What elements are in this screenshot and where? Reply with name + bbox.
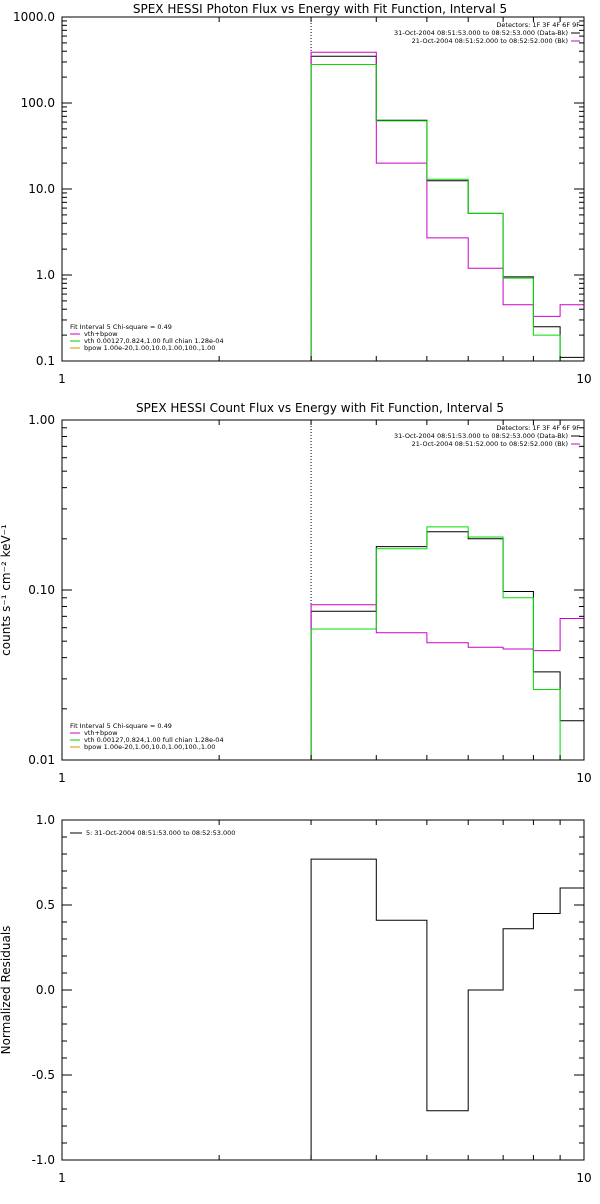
- residuals-y-ticks: [62, 819, 584, 1161]
- residuals-x-tick-label: 1: [58, 1171, 66, 1185]
- count-flux-legend-top-line: Detectors: 1F 3F 4F 6F 9F: [496, 424, 580, 432]
- residuals-y-tick-label: 0.5: [36, 898, 55, 912]
- photon-flux-legend-fit-line: Fit Interval 5 Chi-square = 0.49: [70, 323, 172, 331]
- photon-flux-legend-fit-line: bpow 1.00e-20,1.00,10.0,1.00,100.,1.00: [84, 344, 215, 352]
- photon-flux-series-2: [310, 64, 584, 361]
- count-flux-y-tick-label: 1.00: [28, 413, 55, 427]
- count-flux-series-2: [310, 526, 584, 760]
- residuals-y-tick-label: -0.5: [32, 1068, 55, 1082]
- photon-flux-x-ticks: [61, 17, 585, 361]
- count-flux-legend-fit-line: vth+bpow: [84, 729, 118, 737]
- residuals-x-tick-label: 10: [576, 1171, 591, 1185]
- photon-flux-x-tick-label: 1: [58, 372, 66, 386]
- photon-flux-legend-fit-line: vth 0.00127,0.824,1.00 full chian 1.28e-…: [84, 337, 224, 345]
- photon-flux-y-tick-label: 1.0: [36, 268, 55, 282]
- count-flux-x-tick-label: 10: [576, 771, 591, 785]
- count-flux-legend-fit-line: Fit Interval 5 Chi-square = 0.49: [70, 722, 172, 730]
- photon-flux-series-group: [310, 17, 584, 361]
- residuals-y-axis-label: Normalized Residuals: [0, 926, 13, 1055]
- count-flux-legend-top-line: 21-Oct-2004 08:51:52.000 to 08:52:52.000…: [412, 440, 568, 448]
- photon-flux-title: SPEX HESSI Photon Flux vs Energy with Fi…: [133, 2, 507, 16]
- residuals-series-0: [310, 858, 584, 1160]
- photon-flux-series-0: [310, 55, 584, 361]
- photon-flux-panel: SPEX HESSI Photon Flux vs Energy with Fi…: [13, 2, 592, 386]
- count-flux-legend-fit-line: vth 0.00127,0.824,1.00 full chian 1.28e-…: [84, 736, 224, 744]
- count-flux-title: SPEX HESSI Count Flux vs Energy with Fit…: [136, 401, 504, 415]
- count-flux-panel: SPEX HESSI Count Flux vs Energy with Fit…: [0, 401, 592, 785]
- count-flux-legend-top-line: 31-Oct-2004 08:51:53.000 to 08:52:53.000…: [394, 432, 568, 440]
- residuals-legend-line: 5: 31-Oct-2004 08:51:53.000 to 08:52:53.…: [86, 829, 235, 837]
- residuals-y-tick-label: 1.0: [36, 813, 55, 827]
- residuals-axes-frame: [61, 819, 585, 1161]
- photon-flux-axes-frame: [61, 16, 585, 362]
- count-flux-series-group: [310, 420, 584, 760]
- photon-flux-series-1: [310, 51, 584, 361]
- photon-flux-y-tick-label: 1000.0: [13, 10, 55, 24]
- photon-flux-x-tick-label: 10: [576, 372, 591, 386]
- photon-flux-y-tick-label: 0.1: [36, 354, 55, 368]
- photon-flux-y-tick-label: 100.0: [21, 96, 55, 110]
- count-flux-axes-frame: [61, 419, 585, 761]
- photon-flux-legend-top-line: Detectors: 1F 3F 4F 6F 9F: [496, 21, 580, 29]
- residuals-y-tick-label: 0.0: [36, 983, 55, 997]
- count-flux-y-axis-label: counts s⁻¹ cm⁻² keV⁻¹: [0, 524, 13, 656]
- count-flux-x-ticks: [61, 420, 585, 760]
- count-flux-x-tick-label: 1: [58, 771, 66, 785]
- residuals-series-group: [310, 858, 584, 1160]
- photon-flux-legend-top-line: 21-Oct-2004 08:51:52.000 to 08:52:52.000…: [412, 37, 568, 45]
- count-flux-series-0: [310, 531, 584, 760]
- photon-flux-legend-fit-line: vth+bpow: [84, 330, 118, 338]
- residuals-x-ticks: [61, 820, 585, 1160]
- photon-flux-legend-top-line: 31-Oct-2004 08:51:53.000 to 08:52:53.000…: [394, 29, 568, 37]
- count-flux-legend-fit-line: bpow 1.00e-20,1.00,10.0,1.00,100.,1.00: [84, 743, 215, 751]
- photon-flux-y-ticks: [62, 16, 584, 362]
- residuals-y-tick-label: -1.0: [32, 1153, 55, 1167]
- count-flux-y-tick-label: 0.10: [28, 583, 55, 597]
- photon-flux-y-tick-label: 10.0: [28, 182, 55, 196]
- count-flux-y-ticks: [62, 419, 584, 761]
- residuals-panel: Normalized Residuals 1 10 -1.0 -0.5 0.0 0.5 1.…: [0, 813, 592, 1185]
- count-flux-y-tick-label: 0.01: [28, 753, 55, 767]
- count-flux-series-1: [310, 604, 584, 760]
